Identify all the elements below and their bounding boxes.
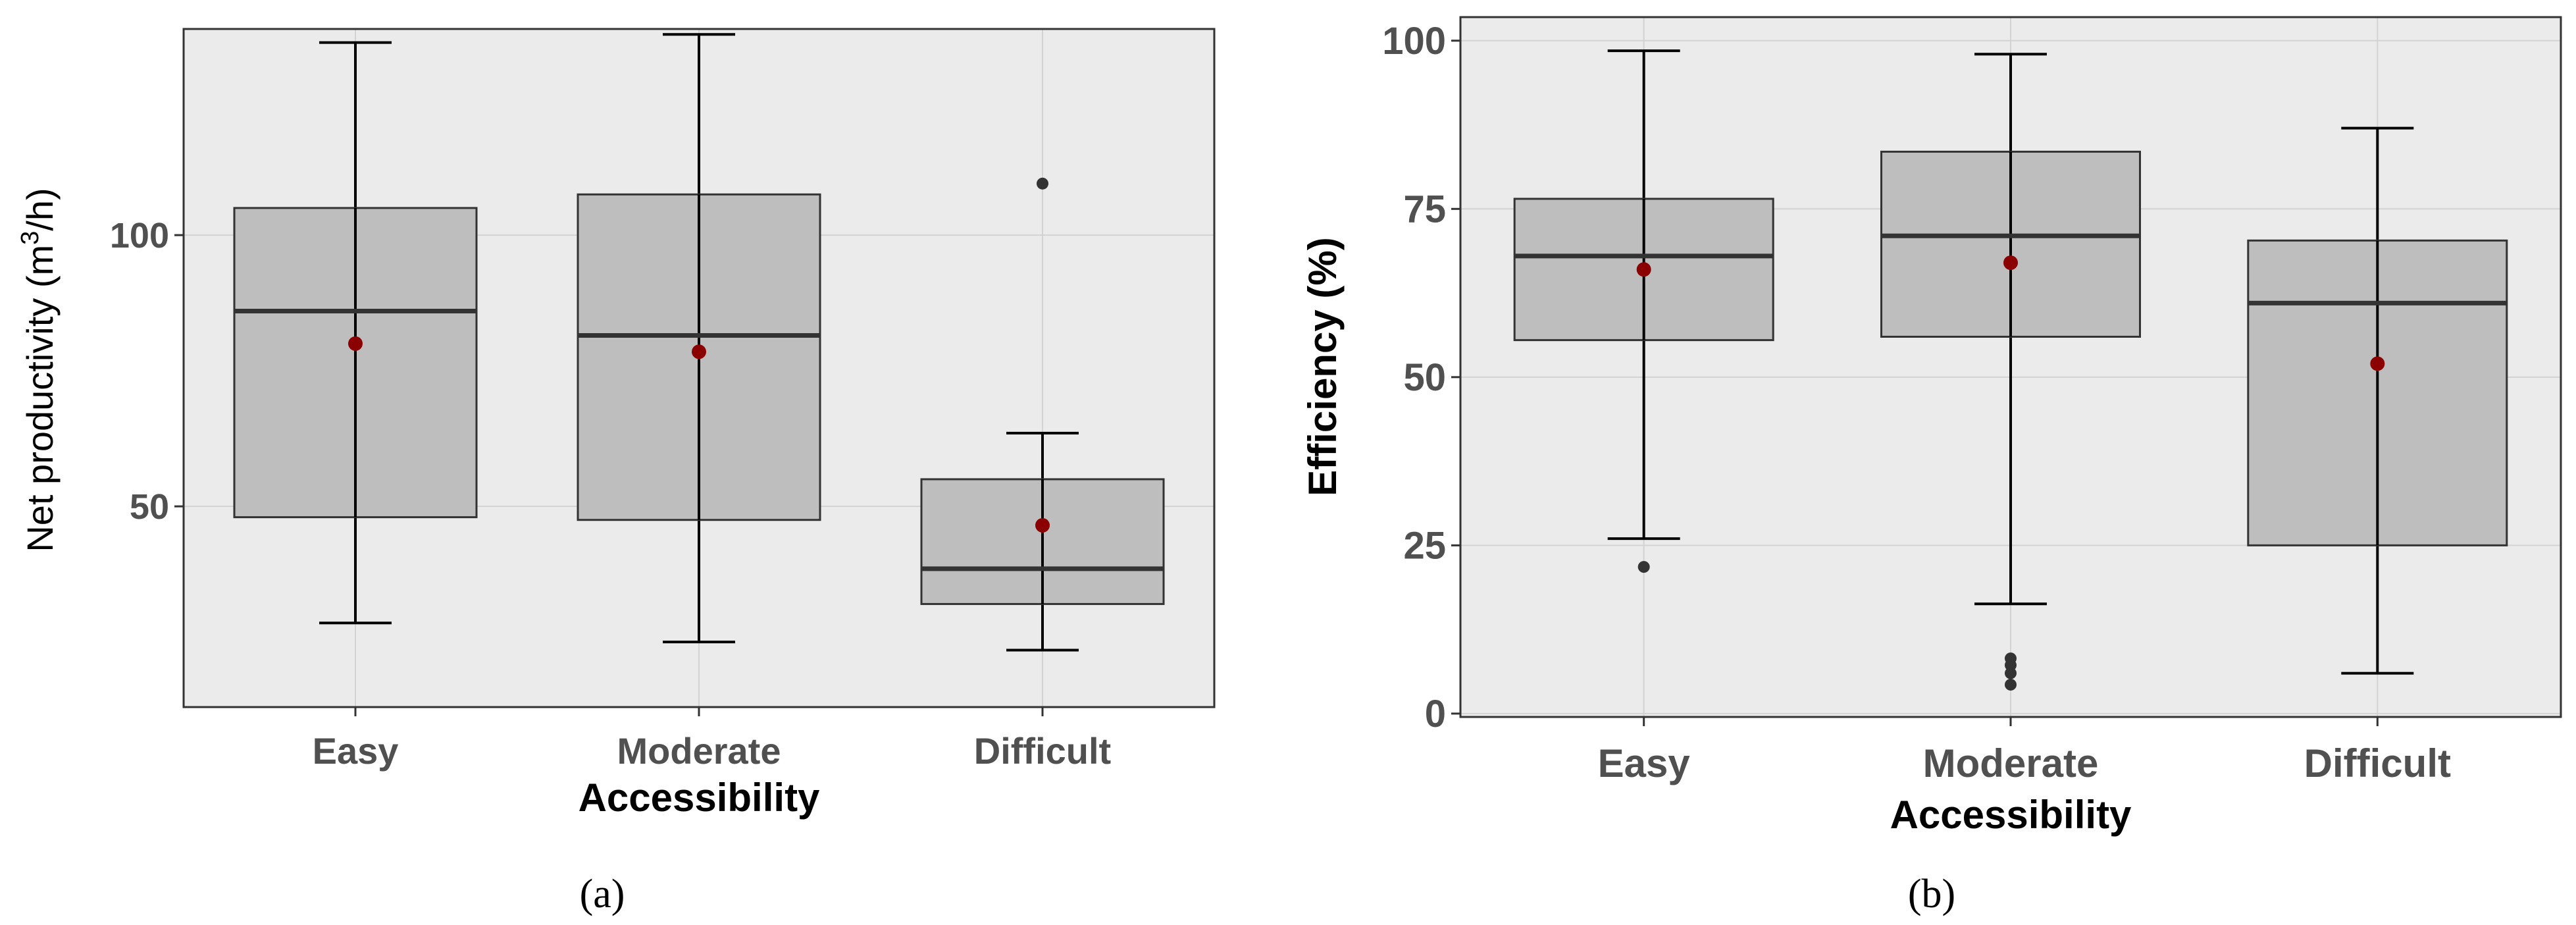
chart-b-boxes (1513, 49, 2508, 691)
chart-a-x-tick-label: Moderate (617, 730, 781, 772)
chart-b-x-tick-label: Moderate (1923, 741, 2099, 785)
chart-b-y-ticks: 0 25 50 75 100 (1382, 20, 1460, 735)
outlier-point (1637, 561, 1650, 573)
chart-b-box-easy (1513, 49, 1774, 573)
mean-point (2003, 255, 2018, 271)
outlier-point (1037, 177, 1048, 190)
mean-point (348, 336, 363, 351)
chart-b-x-tick-label: Difficult (2304, 741, 2451, 785)
chart-b-y-axis-title: Efficiency (%) (1301, 237, 1345, 496)
chart-a-panel-label: (a) (580, 872, 625, 916)
chart-a: 50 100 Easy Moderate Difficult Net producti… (16, 28, 1216, 916)
outlier-point (2005, 667, 2017, 679)
chart-b-y-tick-label: 25 (1403, 525, 1446, 568)
chart-a-x-ticks: Easy Moderate Difficult (313, 707, 1111, 772)
chart-a-box-difficult (920, 177, 1165, 652)
chart-b-panel-label: (b) (1908, 872, 1955, 916)
chart-a-box-easy (233, 41, 478, 625)
chart-a-boxes (233, 33, 1165, 652)
chart-b-box-moderate (1880, 53, 2141, 691)
chart-b-y-tick-label: 100 (1382, 20, 1446, 63)
chart-b-x-ticks: Easy Moderate Difficult (1598, 717, 2451, 785)
mean-point (1636, 262, 1651, 277)
outlier-point (2005, 678, 2017, 691)
chart-b-y-tick-label: 0 (1425, 693, 1446, 735)
chart-b-x-tick-label: Easy (1598, 741, 1691, 785)
chart-a-x-tick-label: Difficult (974, 730, 1111, 772)
chart-b-box-difficult (2247, 126, 2508, 675)
chart-a-y-tick-label: 50 (130, 487, 169, 527)
chart-b-y-tick-label: 50 (1403, 356, 1446, 399)
chart-a-y-axis-title: Net productivity (m3/h) (16, 188, 61, 552)
chart-b-y-tick-label: 75 (1403, 188, 1446, 231)
chart-b-x-axis-title: Accessibility (1890, 793, 2132, 837)
chart-a-x-tick-label: Easy (313, 730, 399, 772)
mean-point (692, 344, 706, 359)
chart-a-box-moderate (577, 33, 821, 644)
mean-point (2370, 356, 2385, 371)
chart-a-x-axis-title: Accessibility (579, 776, 820, 820)
mean-point (1035, 517, 1050, 533)
chart-b: 0 25 50 75 100 Easy Moderate Difficult Efficie… (1301, 16, 2562, 916)
chart-a-y-ticks: 50 100 (110, 216, 184, 527)
chart-a-y-tick-label: 100 (110, 216, 169, 255)
